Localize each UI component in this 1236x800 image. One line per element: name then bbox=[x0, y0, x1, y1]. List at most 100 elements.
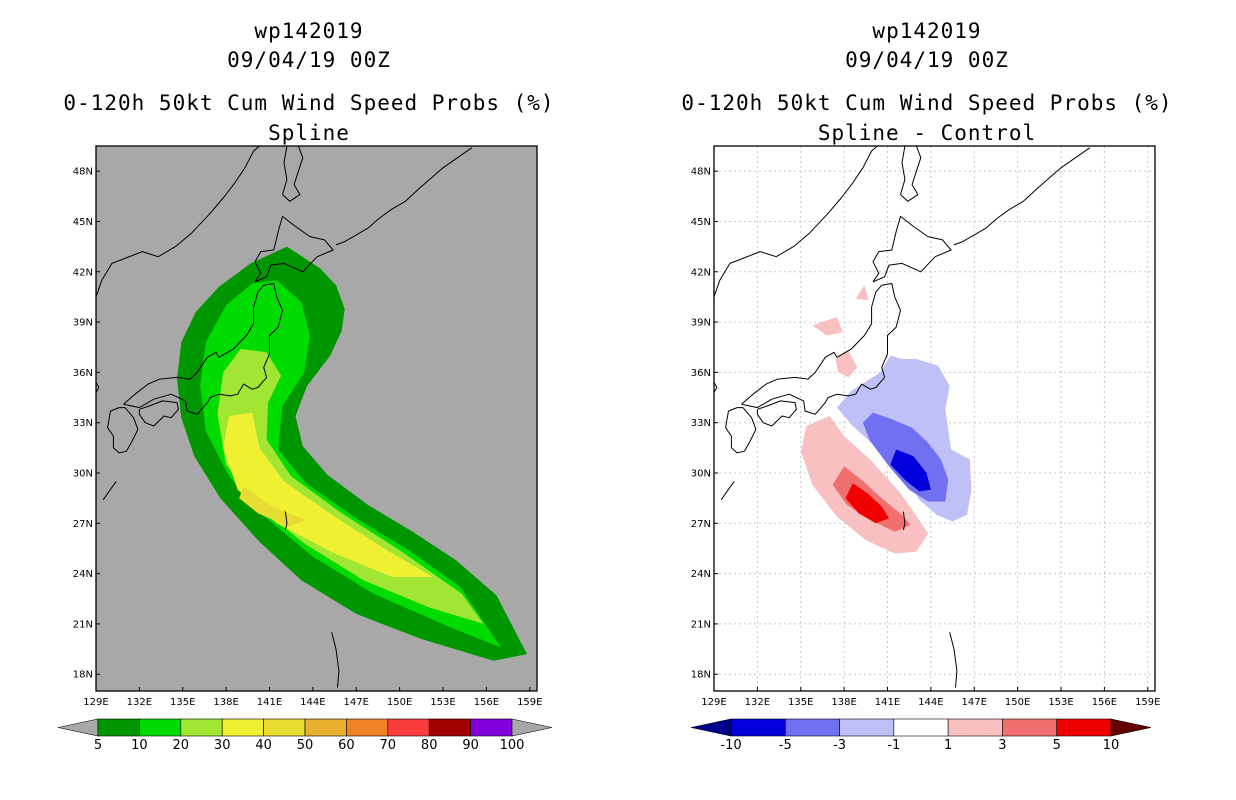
coastline-kyushu bbox=[725, 407, 757, 454]
lat-label: 30N bbox=[691, 469, 711, 480]
colorbar-label: 60 bbox=[338, 738, 355, 753]
coastline-sakhalin bbox=[900, 146, 922, 202]
colorbar-box bbox=[139, 718, 182, 737]
colorbar-box bbox=[947, 718, 1003, 737]
lat-label: 33N bbox=[73, 418, 93, 429]
difference-probability-map: 48N 45N 42N 39N 36N 33N 30N 27N 24N 21N 18N 129E 132… bbox=[691, 145, 1160, 753]
coastline-shikoku bbox=[756, 400, 797, 427]
map-frame bbox=[95, 145, 538, 692]
lat-label: 42N bbox=[73, 267, 93, 278]
coastline-kyushu bbox=[107, 407, 139, 454]
colorbar-label: -3 bbox=[833, 738, 846, 753]
colorbar-box bbox=[346, 718, 389, 737]
coastline-bonin-islands bbox=[902, 511, 906, 531]
lon-label: 135E bbox=[788, 697, 813, 708]
colorbar-box bbox=[180, 718, 223, 737]
colorbar-label: -1 bbox=[887, 738, 900, 753]
colorbar-box bbox=[97, 718, 140, 737]
coastline-hokkaido bbox=[254, 215, 334, 283]
colorbar-label: 70 bbox=[380, 738, 397, 753]
lat-label: 27N bbox=[691, 519, 711, 530]
lat-label: 39N bbox=[73, 318, 93, 329]
colorbar-label: 40 bbox=[255, 738, 272, 753]
pos-diff-contour-1 bbox=[855, 285, 869, 301]
lat-label: 18N bbox=[691, 670, 711, 681]
lat-label: 48N bbox=[73, 167, 93, 178]
lat-label: 24N bbox=[73, 569, 93, 580]
colorbar-box bbox=[470, 718, 513, 737]
colorbar-box bbox=[263, 718, 306, 737]
coastline-northern-marianas bbox=[331, 632, 340, 688]
coastline-ryukyu-islands bbox=[102, 481, 117, 501]
coastline-shikoku bbox=[138, 400, 179, 427]
coastline-kuril-islands bbox=[953, 147, 1091, 246]
lon-label: 135E bbox=[170, 697, 195, 708]
lon-label: 138E bbox=[831, 697, 856, 708]
coastline-northern-marianas bbox=[949, 632, 958, 688]
coastline-asia-mainland bbox=[96, 146, 260, 298]
coastline-kuril-islands bbox=[335, 147, 473, 246]
lon-label: 144E bbox=[918, 697, 943, 708]
pos-diff-contour-1 bbox=[835, 350, 858, 378]
lon-label: 147E bbox=[344, 697, 369, 708]
colorbar-label: 50 bbox=[297, 738, 314, 753]
lon-label: 150E bbox=[387, 697, 412, 708]
lon-label: 129E bbox=[83, 697, 108, 708]
lon-label: 153E bbox=[1048, 697, 1073, 708]
lat-label: 18N bbox=[73, 670, 93, 681]
colorbar-box bbox=[893, 718, 949, 737]
colorbar-label: 20 bbox=[173, 738, 190, 753]
colorbar-label: 5 bbox=[94, 738, 102, 753]
storm-id-title: wp142019 bbox=[872, 19, 982, 43]
colorbar-box bbox=[387, 718, 430, 737]
colorbar-under-arrow bbox=[57, 718, 99, 737]
lon-label: 159E bbox=[517, 697, 542, 708]
left-panel-spline: wp142019 09/04/19 00Z 0-120h 50kt Cum Wi… bbox=[57, 19, 554, 753]
lon-label: 150E bbox=[1005, 697, 1030, 708]
lon-label: 153E bbox=[430, 697, 455, 708]
lat-label: 42N bbox=[691, 267, 711, 278]
coastline-ryukyu-islands bbox=[720, 481, 735, 501]
lon-label: 129E bbox=[701, 697, 726, 708]
colorbar-box bbox=[1056, 718, 1112, 737]
coastline-asia-mainland bbox=[714, 146, 878, 298]
prob-contour-30 bbox=[223, 412, 433, 577]
lat-label: 21N bbox=[691, 619, 711, 630]
lon-label: 159E bbox=[1135, 697, 1160, 708]
right-panel-difference: wp142019 09/04/19 00Z 0-120h 50kt Cum Wi… bbox=[618, 0, 1236, 800]
map-frame bbox=[713, 145, 1156, 692]
lon-label: 144E bbox=[300, 697, 325, 708]
storm-id-title: wp142019 bbox=[254, 19, 364, 43]
map-content bbox=[714, 146, 1155, 691]
lon-label: 156E bbox=[474, 697, 499, 708]
lon-label: 138E bbox=[213, 697, 238, 708]
coastline-sakhalin bbox=[282, 146, 304, 202]
colorbar-label: 80 bbox=[421, 738, 438, 753]
colorbar-label: -5 bbox=[779, 738, 792, 753]
coastline-korea-south-coast bbox=[96, 382, 100, 393]
lat-label: 36N bbox=[691, 368, 711, 379]
colorbar-label: 30 bbox=[214, 738, 231, 753]
lon-label: 141E bbox=[875, 697, 900, 708]
lat-label: 36N bbox=[73, 368, 93, 379]
lat-label: 48N bbox=[691, 167, 711, 178]
lat-label: 39N bbox=[691, 318, 711, 329]
colorbar-over-arrow bbox=[1110, 718, 1152, 737]
colorbar-label: 1 bbox=[944, 738, 952, 753]
colorbar-box bbox=[304, 718, 347, 737]
pos-diff-contour-5 bbox=[845, 483, 889, 524]
panel-subtitle: Spline - Control bbox=[817, 121, 1037, 145]
colorbar-over-arrow bbox=[511, 718, 553, 737]
lon-label: 147E bbox=[962, 697, 987, 708]
colorbar-label: 100 bbox=[500, 738, 525, 753]
colorbar-box bbox=[839, 718, 895, 737]
lat-label: 30N bbox=[73, 469, 93, 480]
coastline-korea-south-coast bbox=[714, 382, 718, 393]
lat-label: 24N bbox=[691, 569, 711, 580]
lat-label: 33N bbox=[691, 418, 711, 429]
datetime-title: 09/04/19 00Z bbox=[845, 48, 1009, 72]
lat-label: 45N bbox=[691, 217, 711, 228]
lon-label: 141E bbox=[257, 697, 282, 708]
colorbar-box bbox=[1002, 718, 1058, 737]
lon-label: 132E bbox=[745, 697, 770, 708]
